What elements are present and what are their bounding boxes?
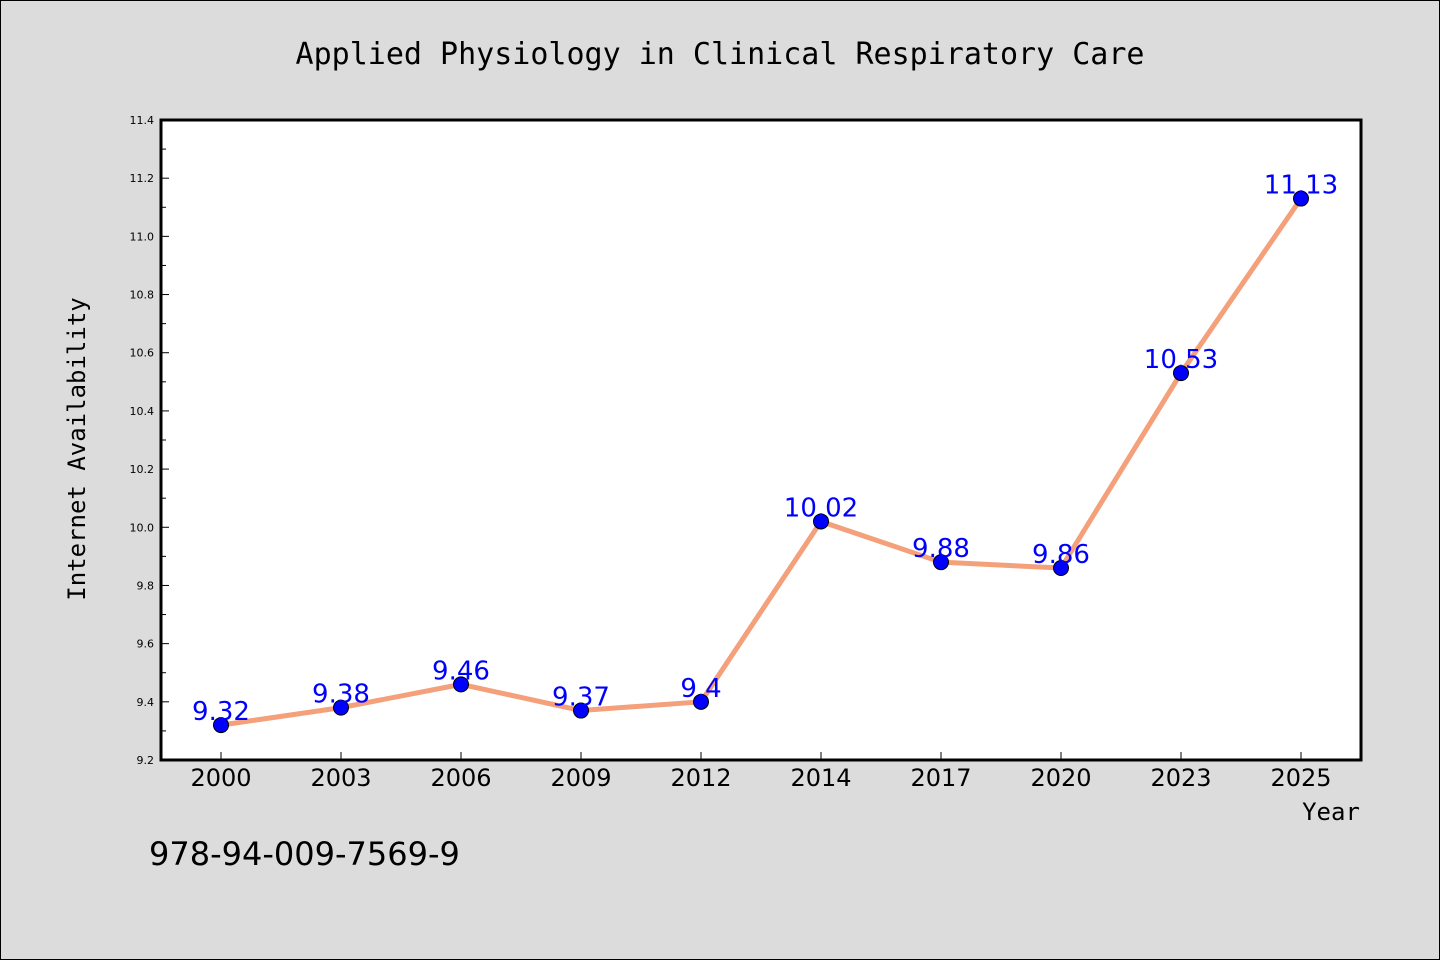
data-label: 9.4 (680, 674, 721, 704)
y-tick-label: 10.0 (130, 521, 155, 534)
x-tick-label: 2009 (550, 764, 611, 792)
x-tick-label: 2025 (1270, 764, 1331, 792)
y-tick-label: 9.6 (137, 638, 155, 651)
data-label: 9.46 (432, 656, 490, 686)
data-point-marker (813, 513, 829, 530)
y-axis: 9.2 9.4 9.6 9.8 10.0 10.2 10.4 10.6 10.8 11.0 11.2… (130, 114, 169, 767)
y-tick-label: 10.2 (130, 463, 155, 476)
x-tick-label: 2000 (190, 764, 251, 792)
data-point-marker (453, 676, 469, 693)
data-label: 9.38 (312, 680, 370, 710)
x-tick-label: 2003 (310, 764, 371, 792)
y-tick-label: 9.4 (137, 696, 155, 709)
data-point-marker (573, 702, 589, 719)
y-tick-label: 10.6 (130, 347, 155, 360)
isbn-text: 978-94-009-7569-9 (149, 835, 460, 873)
y-tick-label: 9.2 (137, 754, 155, 767)
y-tick-label: 10.8 (130, 289, 155, 302)
data-label: 11.13 (1264, 171, 1338, 201)
x-tick-label: 2006 (430, 764, 491, 792)
series-layer (213, 190, 1309, 734)
x-axis-label: Year (1302, 798, 1360, 826)
data-label: 9.37 (552, 683, 610, 713)
data-label: 9.86 (1032, 540, 1090, 570)
x-tick-label: 2020 (1030, 764, 1091, 792)
data-point-marker (1293, 190, 1309, 207)
x-tick-label: 2012 (670, 764, 731, 792)
data-label: 10.02 (784, 493, 858, 523)
x-tick-label: 2014 (790, 764, 851, 792)
plot-area (159, 118, 1363, 762)
y-tick-label: 11.2 (130, 172, 155, 185)
data-label: 10.53 (1144, 345, 1218, 375)
chart-title: Applied Physiology in Clinical Respirato… (296, 37, 1145, 72)
data-label: 9.32 (192, 697, 250, 727)
data-point-marker (1053, 560, 1069, 576)
data-label-layer: 9.32 9.38 9.46 9.37 9.4 10.02 9.88 9.86 10.53 11.… (192, 171, 1338, 728)
series-line (218, 196, 1304, 728)
data-point-marker (933, 554, 949, 571)
x-tick-label: 2023 (1150, 764, 1211, 792)
y-tick-label: 11.0 (130, 230, 155, 243)
y-tick-label: 9.8 (137, 579, 155, 592)
data-point-marker (1173, 365, 1189, 382)
x-axis: 2000 2003 2006 2009 2012 2014 2017 2020 2023 2025 (190, 752, 1332, 792)
data-point-marker (333, 699, 349, 716)
y-axis-label: Internet Availability (63, 297, 91, 600)
data-point-marker (213, 717, 229, 734)
y-tick-label: 11.4 (130, 114, 155, 127)
x-tick-label: 2017 (910, 764, 971, 792)
y-tick-label: 10.4 (130, 405, 155, 418)
data-point-marker (693, 693, 709, 710)
data-label: 9.88 (912, 534, 970, 564)
